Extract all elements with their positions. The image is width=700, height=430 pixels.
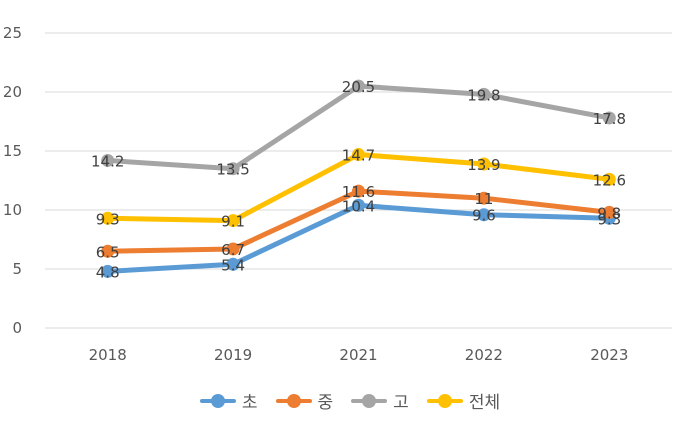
data-label: 10.4: [342, 197, 375, 215]
legend-item: 전체: [426, 388, 501, 413]
series-group: [101, 79, 616, 278]
legend-item: 초: [199, 388, 258, 413]
legend-item: 중: [275, 388, 334, 413]
legend-label: 고: [393, 393, 409, 413]
x-tick-label: 2023: [590, 346, 628, 364]
data-point: [101, 264, 115, 278]
data-point: [101, 153, 115, 167]
data-label: 9.1: [221, 213, 245, 231]
data-label: 14.7: [342, 147, 375, 165]
legend-label: 중: [317, 393, 334, 413]
data-label: 14.2: [91, 152, 124, 170]
data-label: 12.6: [593, 171, 626, 189]
data-point: [352, 148, 365, 162]
data-label: 9.3: [96, 210, 120, 228]
x-tick-label: 2018: [89, 346, 127, 364]
legend-swatch-icon: [426, 393, 463, 409]
y-tick-label: 20: [3, 83, 22, 101]
data-point: [226, 242, 240, 256]
data-label: 9.3: [597, 210, 621, 228]
legend-swatch-icon: [351, 393, 388, 409]
data-label: 11.6: [342, 183, 375, 201]
data-label: 11: [474, 190, 493, 208]
data-label: 13.5: [216, 161, 249, 179]
legend-swatch-icon: [275, 393, 312, 409]
data-label: 19.8: [467, 86, 500, 104]
x-tick-label: 2021: [339, 346, 377, 364]
data-point: [101, 244, 115, 258]
data-point: [352, 198, 365, 212]
y-tick-label: 25: [3, 24, 22, 42]
legend: 초 중 고 전체: [0, 388, 700, 413]
data-labels: 4.8 5.4 10.4 9.6 9.3 6.5 6.7 11.6 11 9.8 14.2 13.5 2…: [91, 78, 626, 281]
data-label: 5.4: [221, 256, 245, 274]
data-label: 6.7: [221, 241, 245, 259]
y-tick-label: 5: [12, 260, 22, 278]
y-tick-label: 0: [12, 319, 22, 337]
y-tick-label: 15: [3, 142, 22, 160]
data-label: 9.8: [597, 204, 621, 222]
data-point: [226, 162, 240, 176]
data-point: [602, 111, 616, 125]
data-point: [477, 191, 491, 205]
data-label: 13.9: [467, 156, 500, 174]
legend-item: 고: [351, 388, 409, 413]
data-label: 20.5: [342, 78, 375, 96]
legend-label: 전체: [468, 393, 501, 413]
data-label: 17.8: [593, 110, 626, 128]
legend-label: 초: [241, 393, 258, 413]
legend-swatch-icon: [199, 393, 236, 409]
line-chart: 0 5 10 15 20 25 2018 2019 2021 2022 2023 4.8 5.4 10…: [3, 24, 672, 364]
data-label: 4.8: [96, 263, 120, 281]
y-axis-ticks: 0 5 10 15 20 25: [3, 24, 22, 337]
x-tick-label: 2022: [465, 346, 503, 364]
data-label: 6.5: [96, 243, 120, 261]
x-tick-label: 2019: [214, 346, 252, 364]
data-point: [477, 208, 491, 222]
data-label: 9.6: [472, 207, 496, 225]
data-point: [226, 257, 240, 271]
data-point: [101, 211, 115, 225]
data-point: [602, 172, 616, 186]
data-point: [477, 87, 491, 101]
data-point: [226, 214, 240, 228]
data-point: [352, 184, 365, 198]
data-point: [602, 205, 616, 219]
x-axis-ticks: 2018 2019 2021 2022 2023: [89, 346, 629, 364]
data-point: [477, 157, 491, 171]
y-tick-label: 10: [3, 201, 22, 219]
data-point: [352, 79, 365, 93]
